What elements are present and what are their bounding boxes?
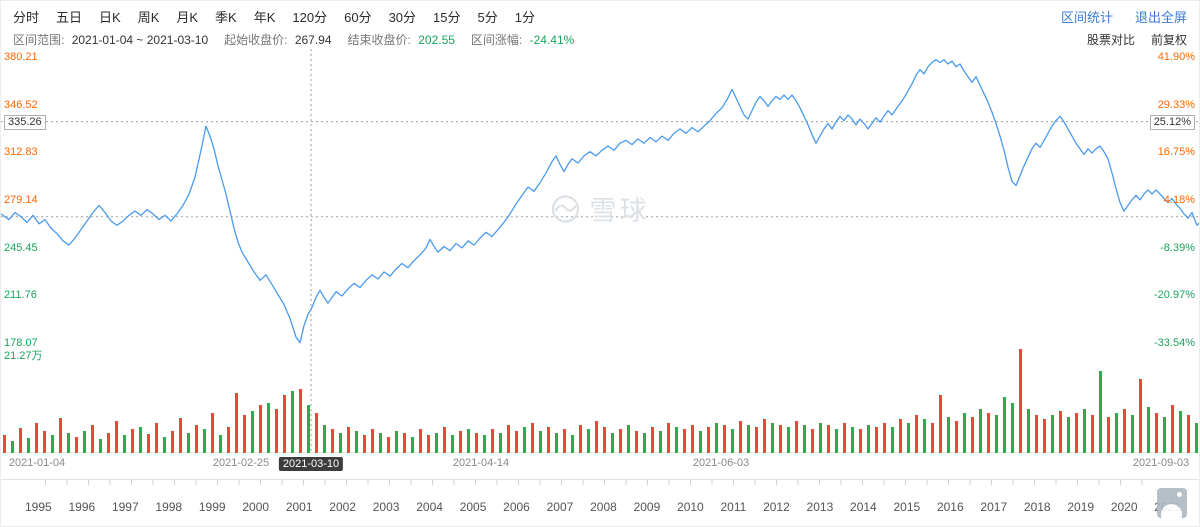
volume-bars xyxy=(3,349,1198,453)
date-label-selected: 2021-03-10 xyxy=(278,457,344,471)
xueqiu-corner-logo xyxy=(1157,488,1187,518)
year-2002[interactable]: 2002 xyxy=(329,500,356,514)
year-2004[interactable]: 2004 xyxy=(416,500,443,514)
year-2015[interactable]: 2015 xyxy=(893,500,921,514)
year-2007[interactable]: 2007 xyxy=(546,500,574,514)
period-tab-2[interactable]: 日K xyxy=(99,9,121,25)
start-price-segment: 起始收盘价: 267.94 xyxy=(224,31,331,48)
year-2011[interactable]: 2011 xyxy=(720,500,747,514)
date-label: 2021-06-03 xyxy=(692,457,750,469)
period-tab-3[interactable]: 周K xyxy=(137,9,160,25)
period-tab-6[interactable]: 年K xyxy=(253,9,276,25)
year-2020[interactable]: 2020 xyxy=(1110,500,1138,514)
year-1997[interactable]: 1997 xyxy=(111,500,139,514)
year-labels: 1995 1996 1997 1998 1999 2000 2001 2002 2003 2004… xyxy=(25,500,1181,514)
year-2005[interactable]: 2005 xyxy=(459,500,487,514)
year-2019[interactable]: 2019 xyxy=(1067,500,1095,514)
period-tab-9[interactable]: 30分 xyxy=(388,9,417,25)
range-change-segment: 区间涨幅: -24.41% xyxy=(471,31,574,48)
period-tab-1[interactable]: 五日 xyxy=(56,9,83,25)
range-segment: 区间范围: 2021-01-04 ~ 2021-03-10 xyxy=(13,31,208,48)
stock-compare-button[interactable]: 股票对比 xyxy=(1086,33,1135,47)
year-2013[interactable]: 2013 xyxy=(806,500,834,514)
end-price-value: 202.55 xyxy=(418,33,455,47)
period-tab-7[interactable]: 120分 xyxy=(292,9,328,25)
adjust-mode-button[interactable]: 前复权 xyxy=(1150,33,1187,47)
toolbar-actions: 区间统计 退出全屏 xyxy=(1061,7,1187,26)
start-price-label: 起始收盘价: xyxy=(224,33,288,47)
year-1995[interactable]: 1995 xyxy=(25,500,52,514)
period-tab-0[interactable]: 分时 xyxy=(13,9,40,25)
year-2018[interactable]: 2018 xyxy=(1023,500,1051,514)
year-ticks xyxy=(45,480,1163,485)
range-change-value: -24.41% xyxy=(529,33,575,47)
interval-stats-button[interactable]: 区间统计 xyxy=(1060,9,1113,25)
end-price-label: 结束收盘价: xyxy=(347,33,411,47)
start-price-value: 267.94 xyxy=(294,33,332,47)
year-2017[interactable]: 2017 xyxy=(980,500,1008,514)
period-tab-12[interactable]: 1分 xyxy=(514,9,535,25)
year-1998[interactable]: 1998 xyxy=(155,500,183,514)
year-2000[interactable]: 2000 xyxy=(242,500,270,514)
period-tab-8[interactable]: 60分 xyxy=(344,9,372,25)
year-1996[interactable]: 1996 xyxy=(68,500,96,514)
snowball-shape xyxy=(1161,504,1182,518)
period-tabs: 分时 五日 日K 周K 月K 季K 年K 120分 60分 30分 15分 5分 1分 xyxy=(13,7,552,26)
period-tab-10[interactable]: 15分 xyxy=(433,9,461,25)
range-value: 2021-01-04 ~ 2021-03-10 xyxy=(71,33,209,47)
date-label: 2021-01-04 xyxy=(8,457,66,469)
exit-fullscreen-button[interactable]: 退出全屏 xyxy=(1134,9,1187,25)
date-label: 2021-09-03 xyxy=(1132,457,1190,469)
year-1999[interactable]: 1999 xyxy=(198,500,226,514)
year-2016[interactable]: 2016 xyxy=(936,500,964,514)
period-tab-11[interactable]: 5分 xyxy=(477,9,498,25)
price-volume-chart[interactable] xyxy=(1,49,1200,453)
year-2001[interactable]: 2001 xyxy=(285,500,313,514)
year-2010[interactable]: 2010 xyxy=(677,500,704,514)
date-label: 2021-02-25 xyxy=(212,457,270,469)
year-range-selector[interactable]: 1995 1996 1997 1998 1999 2000 2001 2002 2003 2004… xyxy=(1,479,1199,526)
date-label: 2021-04-14 xyxy=(452,457,510,469)
year-2014[interactable]: 2014 xyxy=(850,500,877,514)
year-2009[interactable]: 2009 xyxy=(633,500,661,514)
range-change-label: 区间涨幅: xyxy=(470,33,523,47)
price-line xyxy=(1,59,1199,344)
year-2003[interactable]: 2003 xyxy=(372,500,400,514)
period-toolbar: 分时 五日 日K 周K 月K 季K 年K 120分 60分 30分 15分 5分 1分 区间统计 退出全… xyxy=(1,1,1199,31)
range-info-bar: 区间范围: 2021-01-04 ~ 2021-03-10 起始收盘价: 267… xyxy=(1,31,1199,48)
snowflake-dot xyxy=(1177,492,1182,497)
year-2012[interactable]: 2012 xyxy=(763,500,790,514)
period-tab-5[interactable]: 季K xyxy=(215,9,237,25)
year-2008[interactable]: 2008 xyxy=(590,500,617,514)
end-price-segment: 结束收盘价: 202.55 xyxy=(348,31,455,48)
year-2006[interactable]: 2006 xyxy=(503,500,530,514)
range-label: 区间范围: xyxy=(13,33,65,47)
period-tab-4[interactable]: 月K xyxy=(176,9,199,25)
chart-options: 股票对比 前复权 xyxy=(1087,31,1187,48)
